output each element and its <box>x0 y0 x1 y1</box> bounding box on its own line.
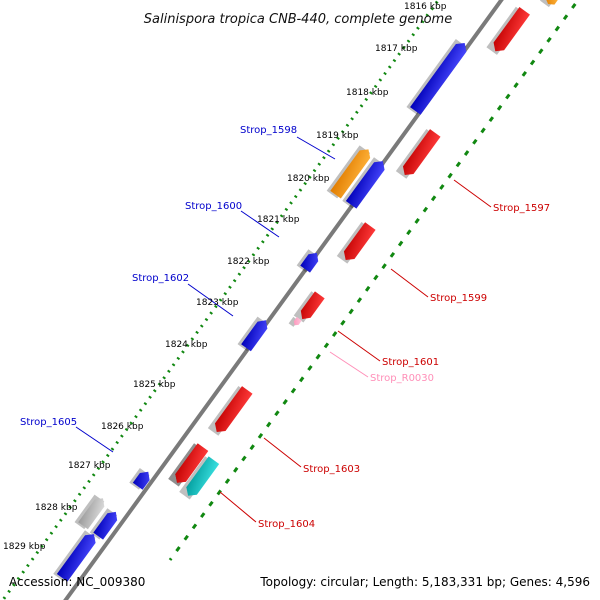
gene-block-fwd-7[interactable] <box>53 529 99 584</box>
gene-block-pseudo[interactable] <box>74 493 108 531</box>
label-connectors <box>75 136 492 523</box>
gene-label-strop-1599[interactable]: Strop_1599 <box>430 293 487 304</box>
gene-label-strop-1602[interactable]: Strop_1602 <box>132 273 189 284</box>
gene-label-strop-r0030[interactable]: Strop_R0030 <box>370 373 434 384</box>
kbp-label-1823: 1823 kbp <box>196 298 239 308</box>
gene-label-strop-1597[interactable]: Strop_1597 <box>493 203 550 214</box>
gene-label-strop-1601[interactable]: Strop_1601 <box>382 357 439 368</box>
kbp-label-1816: 1816 kbp <box>404 2 447 12</box>
gene-label-strop-1603[interactable]: Strop_1603 <box>303 464 360 475</box>
gene-label-strop-1600[interactable]: Strop_1600 <box>185 201 242 212</box>
gene-block-fwd-3[interactable] <box>296 248 322 275</box>
gene-block-fwd-2[interactable] <box>342 156 388 211</box>
reverse-tick-track <box>168 0 580 561</box>
genes-layer <box>53 0 559 584</box>
connector-strop-1602 <box>187 283 234 317</box>
forward-tick-track <box>1 0 441 600</box>
gene-block-trna[interactable] <box>179 455 220 502</box>
connector-strop-1601 <box>337 330 381 362</box>
gene-block-rev-2[interactable] <box>395 127 441 180</box>
connector-strop-1600 <box>240 210 280 238</box>
connector-strop-r0030 <box>329 351 369 378</box>
connector-strop-1604 <box>219 491 257 523</box>
kbp-label-1822: 1822 kbp <box>227 257 270 267</box>
connector-strop-1605 <box>75 426 114 453</box>
gene-block-rev-1[interactable] <box>486 5 530 56</box>
kbp-label-1827: 1827 kbp <box>68 461 111 471</box>
gene-block-fwd-6[interactable] <box>89 507 121 542</box>
kbp-label-1825: 1825 kbp <box>133 380 176 390</box>
kbp-label-1818: 1818 kbp <box>346 88 389 98</box>
kbp-label-1828: 1828 kbp <box>35 503 78 513</box>
gene-block-rrna-2[interactable] <box>540 0 559 9</box>
kbp-label-1820: 1820 kbp <box>287 174 330 184</box>
connector-strop-1599 <box>390 268 429 298</box>
kbp-label-1817: 1817 kbp <box>375 44 418 54</box>
kbp-label-1824: 1824 kbp <box>165 340 208 350</box>
map-title: Salinispora tropica CNB-440, complete ge… <box>144 12 452 27</box>
gene-label-strop-1605[interactable]: Strop_1605 <box>20 417 77 428</box>
gene-block-rrna-1[interactable] <box>326 144 374 200</box>
gene-block-fwd-1[interactable] <box>406 37 469 116</box>
connector-strop-1597 <box>453 179 492 208</box>
kbp-label-1826: 1826 kbp <box>101 422 144 432</box>
kbp-label-1821: 1821 kbp <box>257 215 300 225</box>
gene-block-rev-7[interactable] <box>168 442 209 489</box>
gene-label-strop-1604[interactable]: Strop_1604 <box>258 519 315 530</box>
gene-label-strop-1598[interactable]: Strop_1598 <box>240 125 297 136</box>
connector-strop-1598 <box>296 136 336 160</box>
gene-block-fwd-5[interactable] <box>129 466 153 491</box>
connector-strop-1603 <box>263 437 302 468</box>
genome-summary-text: Topology: circular; Length: 5,183,331 bp… <box>259 575 590 589</box>
gene-block-fwd-4[interactable] <box>237 315 271 353</box>
gene-block-rev-5[interactable] <box>207 384 253 437</box>
accession-text: Accession: NC_009380 <box>9 575 145 589</box>
gene-block-rev-4[interactable] <box>293 290 325 325</box>
kbp-label-1829: 1829 kbp <box>3 542 46 552</box>
kbp-label-1819: 1819 kbp <box>316 131 359 141</box>
gene-block-rev-3[interactable] <box>336 220 376 265</box>
gene-block-misc[interactable] <box>288 315 302 328</box>
